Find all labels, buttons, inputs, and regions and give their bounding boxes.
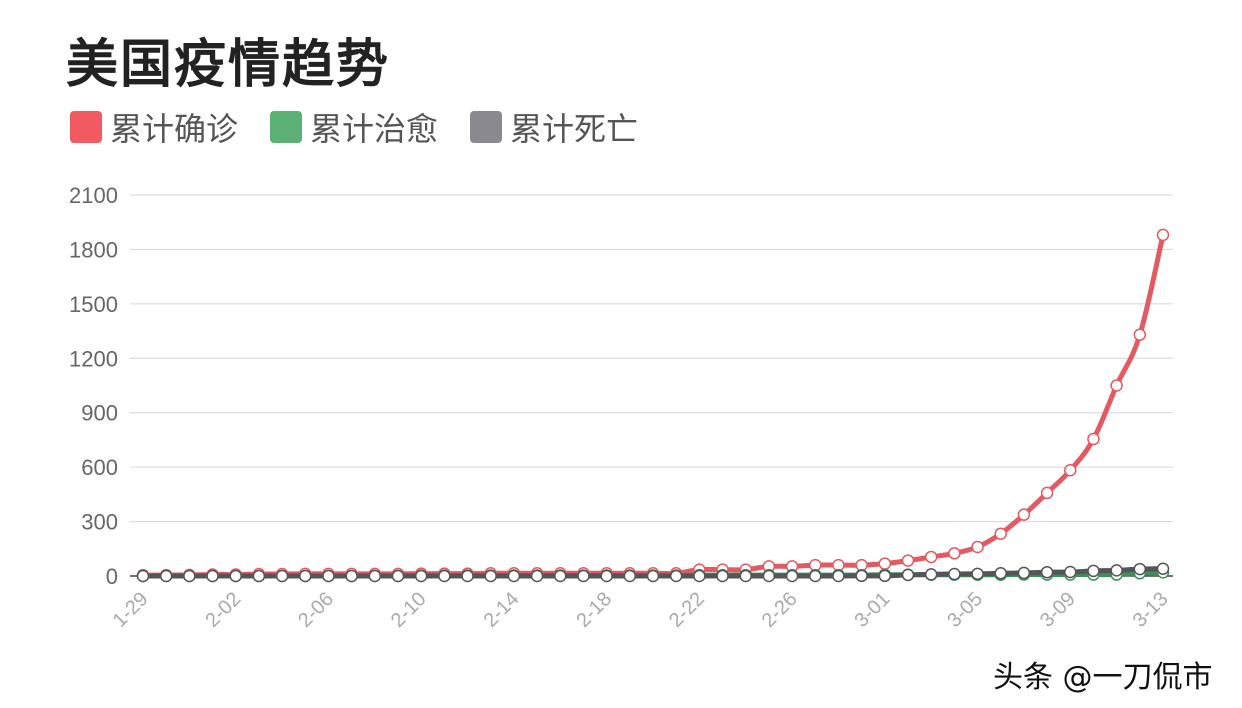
legend-label-recovered: 累计治愈 (310, 110, 439, 148)
data-point (623, 569, 637, 583)
data-point (438, 569, 451, 583)
data-point (322, 569, 335, 583)
data-point (1017, 566, 1031, 580)
data-point (994, 527, 1007, 540)
data-point (693, 569, 706, 583)
x-tick-label: 2-18 (572, 588, 616, 632)
data-point (461, 569, 474, 583)
data-point (1087, 432, 1100, 446)
legend-swatch-recovered (270, 111, 303, 143)
y-tick-label: 1800 (69, 237, 118, 262)
x-tick-label: 2-02 (201, 588, 245, 632)
legend-swatch-deaths (470, 111, 503, 143)
data-point (994, 567, 1007, 580)
data-point (1064, 463, 1077, 477)
data-point (855, 569, 868, 583)
data-point (971, 540, 984, 554)
data-point (948, 567, 961, 581)
legend-item-recovered[interactable]: 累计治愈 (270, 104, 438, 150)
x-tick-label: 3-01 (850, 588, 894, 632)
y-tick-label: 600 (81, 455, 118, 480)
legend-item-deaths[interactable]: 累计死亡 (470, 104, 638, 150)
data-point (716, 569, 729, 583)
data-point (229, 569, 242, 583)
data-point (159, 569, 173, 583)
data-point (391, 569, 405, 583)
data-point (1040, 486, 1054, 500)
data-point (901, 568, 915, 582)
legend-label-deaths: 累计死亡 (510, 110, 639, 148)
y-tick-label: 1200 (69, 346, 118, 371)
series-line-0 (140, 232, 1166, 578)
legend-label-confirmed: 累计确诊 (110, 110, 239, 148)
data-point (878, 557, 892, 570)
x-axis: 1-29 2-02 2-06 2-10 2-14 2-18 2-22 2-26 3-01 3-05… (109, 588, 1173, 632)
data-point (646, 569, 660, 583)
watermark: 头条 @一刀侃市 (993, 660, 1213, 695)
data-point (275, 569, 289, 583)
x-tick-label: 2-10 (387, 588, 431, 632)
data-point (762, 569, 776, 583)
data-point (577, 569, 590, 583)
data-point (1156, 562, 1170, 575)
data-point (832, 569, 845, 583)
x-tick-label: 2-22 (665, 588, 709, 632)
x-tick-label: 1-29 (109, 588, 153, 632)
data-point (785, 569, 799, 583)
data-point (507, 569, 521, 583)
data-point (136, 569, 150, 583)
data-point (414, 569, 428, 583)
x-tick-label: 3-09 (1036, 588, 1080, 632)
data-point (809, 569, 822, 583)
data-point (901, 554, 915, 567)
data-point (1133, 562, 1147, 576)
data-point (669, 569, 683, 583)
data-point (1087, 564, 1100, 578)
data-point (878, 569, 892, 583)
y-tick-label: 300 (81, 510, 118, 535)
series-points-0 (136, 228, 1170, 582)
legend: 累计确诊 累计治愈 累计死亡 (70, 104, 670, 150)
data-point (484, 569, 497, 583)
y-tick-label: 0 (106, 564, 118, 589)
data-point (345, 569, 358, 583)
x-tick-label: 3-13 (1129, 588, 1173, 632)
data-point (1133, 328, 1147, 341)
chart-title: 美国疫情趋势 (66, 35, 391, 95)
data-point (600, 569, 613, 583)
data-point (530, 569, 544, 583)
data-point (971, 567, 984, 581)
data-point (924, 568, 938, 581)
data-point (299, 569, 312, 583)
data-point (368, 569, 382, 583)
x-tick-label: 2-06 (294, 588, 338, 632)
x-tick-label: 2-14 (480, 588, 524, 632)
data-point (948, 547, 961, 560)
series-points-2 (136, 562, 1170, 583)
y-tick-label: 900 (81, 401, 118, 426)
y-tick-label: 1500 (69, 292, 118, 317)
data-point (1040, 565, 1054, 579)
data-point (1064, 565, 1077, 579)
data-point (554, 569, 567, 583)
legend-swatch-confirmed (70, 111, 102, 143)
data-point (183, 569, 196, 583)
data-point (252, 569, 266, 583)
y-tick-label: 2100 (69, 183, 118, 208)
data-point (924, 550, 938, 564)
data-point (739, 569, 752, 583)
data-point (1110, 379, 1123, 392)
data-point (1156, 228, 1170, 242)
legend-item-confirmed[interactable]: 累计确诊 (70, 104, 238, 150)
x-tick-label: 2-26 (758, 588, 802, 632)
x-tick-label: 3-05 (943, 588, 987, 632)
data-point (1017, 508, 1031, 521)
data-point (206, 569, 219, 583)
data-point (1110, 564, 1123, 577)
